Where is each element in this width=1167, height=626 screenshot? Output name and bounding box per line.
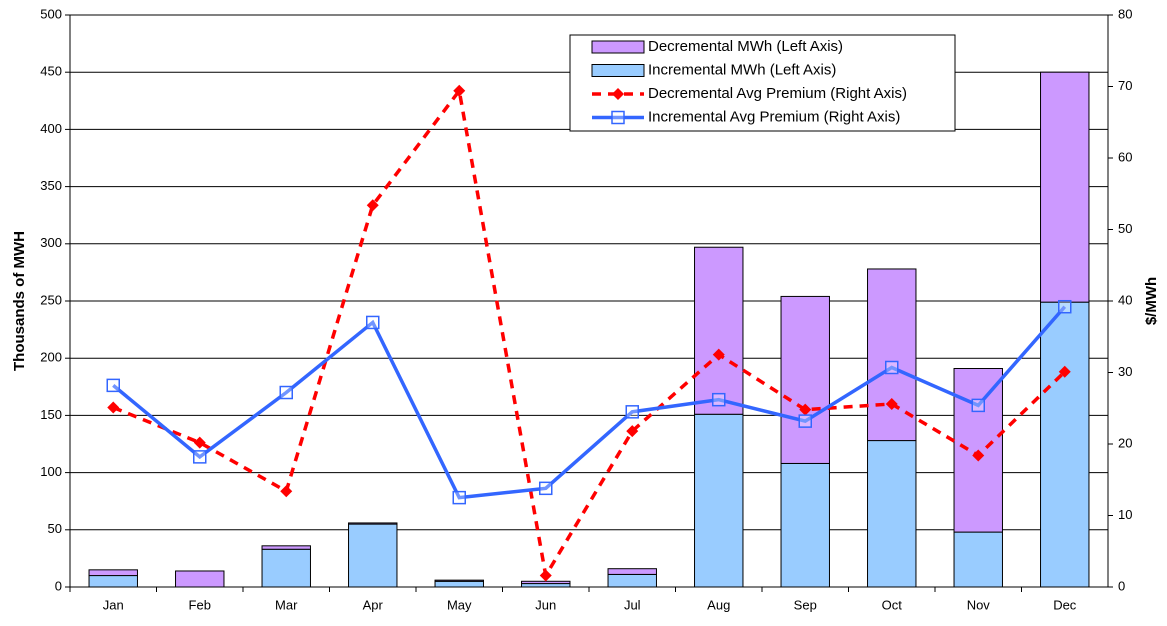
marker — [971, 398, 985, 413]
bar-segment — [88, 575, 138, 588]
marker — [611, 110, 625, 125]
bar-segment — [1040, 301, 1090, 588]
y-tick-label: 350 — [40, 178, 62, 193]
y-tick-label: 0 — [55, 578, 62, 593]
marker — [366, 199, 379, 212]
bar-segment — [953, 531, 1003, 588]
marker — [626, 425, 639, 438]
bar-segment — [1040, 71, 1090, 303]
x-tick-label: Oct — [882, 597, 903, 612]
legend-label: Decremental Avg Premium (Right Axis) — [648, 85, 907, 102]
bar-segment — [434, 580, 484, 588]
marker — [106, 378, 120, 393]
marker — [885, 397, 898, 410]
marker — [712, 392, 726, 407]
legend-label: Incremental Avg Premium (Right Axis) — [648, 108, 900, 125]
legend-swatch — [591, 64, 645, 77]
marker — [712, 348, 725, 361]
marker — [1058, 365, 1071, 378]
marker — [279, 385, 293, 400]
y2-axis-title: $/MWh — [1143, 277, 1160, 325]
legend-label: Decremental MWh (Left Axis) — [648, 38, 843, 55]
y-tick-label: 200 — [40, 350, 62, 365]
y2-tick-label: 0 — [1118, 578, 1125, 593]
bar-segment — [521, 583, 571, 588]
y2-tick-label: 70 — [1118, 78, 1132, 93]
marker — [625, 405, 639, 419]
y2-tick-label: 50 — [1118, 221, 1132, 236]
bar-segment — [261, 548, 311, 588]
bar-segment — [607, 573, 657, 588]
marker — [280, 485, 293, 498]
y2-tick-label: 40 — [1118, 292, 1132, 307]
bar-segment — [348, 522, 398, 525]
bar-segment — [867, 440, 917, 588]
marker — [453, 84, 466, 97]
marker — [798, 414, 812, 428]
bar-segment — [434, 579, 484, 582]
y2-tick-label: 10 — [1118, 507, 1132, 522]
x-tick-label: Sep — [794, 597, 817, 612]
bar-segment — [261, 545, 311, 550]
y2-tick-label: 30 — [1118, 364, 1132, 379]
y-tick-label: 100 — [40, 464, 62, 479]
bar-segment — [175, 570, 225, 588]
y-tick-label: 250 — [40, 292, 62, 307]
bar-segment — [607, 568, 657, 575]
x-tick-label: Mar — [275, 597, 298, 612]
y-tick-label: 500 — [40, 6, 62, 21]
x-tick-label: Nov — [967, 597, 991, 612]
bar-segment — [88, 569, 138, 577]
bar-segment — [780, 295, 830, 464]
x-tick-label: Aug — [707, 597, 730, 612]
marker — [107, 401, 120, 414]
x-tick-label: Jan — [103, 597, 124, 612]
marker — [366, 315, 380, 330]
line — [112, 305, 1067, 500]
x-tick-label: May — [447, 597, 472, 612]
bar-segment — [521, 580, 571, 585]
legend-swatch — [591, 40, 645, 54]
y2-tick-label: 20 — [1118, 435, 1132, 450]
marker — [539, 481, 553, 496]
marker — [539, 569, 552, 582]
bar-segment — [694, 246, 744, 415]
y-tick-label: 150 — [40, 407, 62, 422]
marker — [193, 436, 206, 449]
legend-label: Incremental MWh (Left Axis) — [648, 61, 836, 78]
y-tick-label: 300 — [40, 235, 62, 250]
marker — [193, 450, 207, 464]
marker — [1058, 299, 1072, 314]
marker — [612, 88, 624, 100]
marker — [799, 403, 812, 416]
marker — [452, 490, 466, 505]
y-tick-label: 450 — [40, 64, 62, 79]
x-tick-label: Jun — [535, 597, 556, 612]
x-tick-label: Jul — [624, 597, 641, 612]
y-tick-label: 50 — [48, 521, 62, 536]
marker — [972, 449, 985, 462]
y-axis-title: Thousands of MWH — [11, 231, 28, 371]
marker — [885, 360, 899, 375]
line — [112, 86, 1066, 581]
bar-segment — [694, 413, 744, 588]
bar-segment — [780, 462, 830, 588]
x-tick-label: Apr — [363, 597, 384, 612]
y-tick-label: 400 — [40, 121, 62, 136]
y2-tick-label: 80 — [1118, 6, 1132, 21]
bar-segment — [348, 523, 398, 588]
y2-tick-label: 60 — [1118, 149, 1132, 164]
x-tick-label: Feb — [189, 597, 211, 612]
x-tick-label: Dec — [1053, 597, 1077, 612]
